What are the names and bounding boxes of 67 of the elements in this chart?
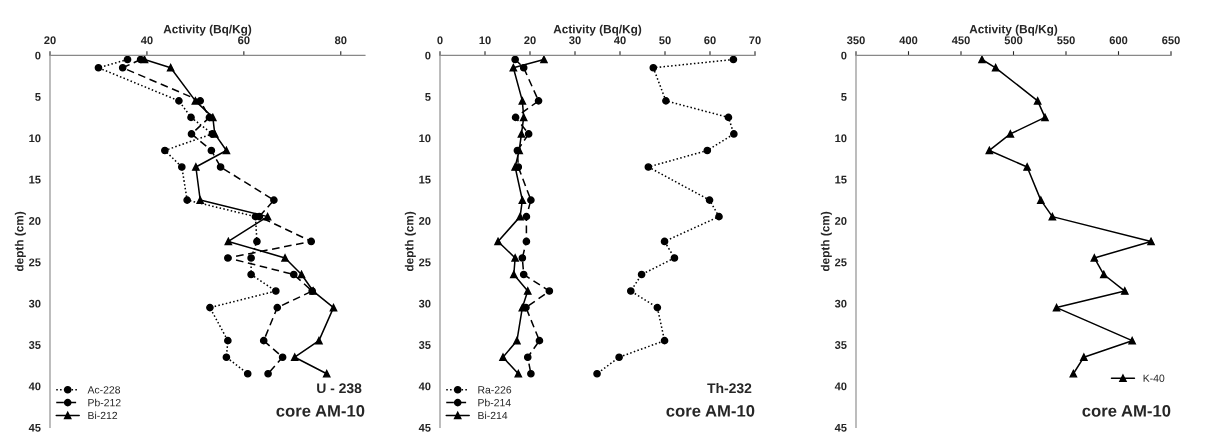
x-tick-label: 60 (238, 36, 250, 45)
x-axis-title: Activity (Bq/Kg) (163, 24, 252, 36)
y-tick-label: 10 (419, 134, 431, 143)
y-tick-label: 30 (834, 299, 847, 308)
y-tick-label: 45 (834, 423, 847, 432)
y-tick-label: 35 (28, 341, 41, 349)
y-tick-label: 10 (29, 134, 41, 143)
y-axis-title: depth (cm) (14, 211, 26, 272)
annotation: core AM-10 (666, 404, 755, 417)
y-tick-label: 0 (841, 51, 847, 60)
x-tick-label: 20 (524, 36, 536, 45)
x-tick-label: 350 (846, 36, 865, 45)
y-tick-label: 25 (29, 258, 41, 267)
y-tick-label: 5 (35, 93, 41, 101)
y-tick-label: 20 (29, 217, 41, 225)
y-tick-label: 45 (28, 423, 41, 432)
x-tick-label: 500 (1004, 36, 1023, 45)
legend-label: Pb-212 (88, 398, 121, 407)
x-tick-label: 10 (479, 36, 491, 45)
y-tick-label: 25 (835, 258, 847, 267)
y-tick-label: 5 (841, 93, 847, 101)
y-tick-label: 35 (834, 341, 847, 349)
y-tick-label: 40 (418, 382, 431, 391)
legend-label: Ra-226 (478, 386, 512, 394)
legend-label: Ac-228 (87, 386, 121, 394)
y-tick-label: 0 (425, 51, 431, 60)
x-tick-label: 40 (140, 36, 153, 45)
legend-label: Bi-214 (478, 411, 508, 420)
x-tick-label: 30 (569, 36, 581, 45)
y-tick-label: 10 (835, 134, 847, 143)
y-tick-label: 40 (834, 382, 847, 391)
x-tick-label: 40 (613, 36, 626, 45)
y-tick-label: 25 (419, 258, 431, 267)
y-tick-label: 30 (28, 299, 41, 308)
x-axis-title: Activity (Bq/Kg) (969, 24, 1058, 36)
x-tick-label: 650 (1162, 36, 1180, 45)
y-axis-title: depth (cm) (820, 211, 832, 272)
x-tick-label: 20 (44, 36, 56, 45)
x-tick-label: 450 (951, 36, 970, 45)
annotation: U - 238 (317, 383, 362, 394)
y-tick-label: 0 (35, 51, 41, 60)
x-tick-label: 0 (437, 36, 443, 45)
x-tick-label: 70 (749, 36, 761, 45)
legend-label: Pb-214 (478, 398, 511, 407)
x-tick-label: 60 (704, 36, 716, 45)
y-tick-label: 40 (28, 382, 41, 391)
y-tick-label: 20 (835, 217, 847, 225)
annotation: core AM-10 (276, 404, 365, 417)
y-tick-label: 35 (418, 341, 431, 349)
annotation: Th-232 (707, 382, 752, 394)
x-tick-label: 550 (1057, 36, 1075, 45)
y-tick-label: 45 (418, 423, 431, 432)
x-tick-label: 600 (1109, 36, 1128, 45)
x-tick-label: 400 (899, 36, 918, 45)
y-tick-label: 15 (29, 175, 41, 184)
y-tick-label: 15 (835, 175, 847, 184)
y-tick-label: 30 (418, 299, 431, 308)
y-tick-label: 15 (419, 175, 431, 184)
annotation: core AM-10 (1082, 404, 1171, 417)
x-axis-title: Activity (Bq/Kg) (553, 24, 642, 36)
y-axis-title: depth (cm) (404, 211, 416, 272)
x-tick-label: 50 (659, 36, 671, 45)
legend-label: Bi-212 (88, 411, 118, 420)
legend-label: K-40 (1143, 374, 1165, 382)
y-tick-label: 5 (425, 93, 431, 101)
y-tick-label: 20 (419, 217, 431, 225)
x-tick-label: 80 (334, 36, 347, 45)
